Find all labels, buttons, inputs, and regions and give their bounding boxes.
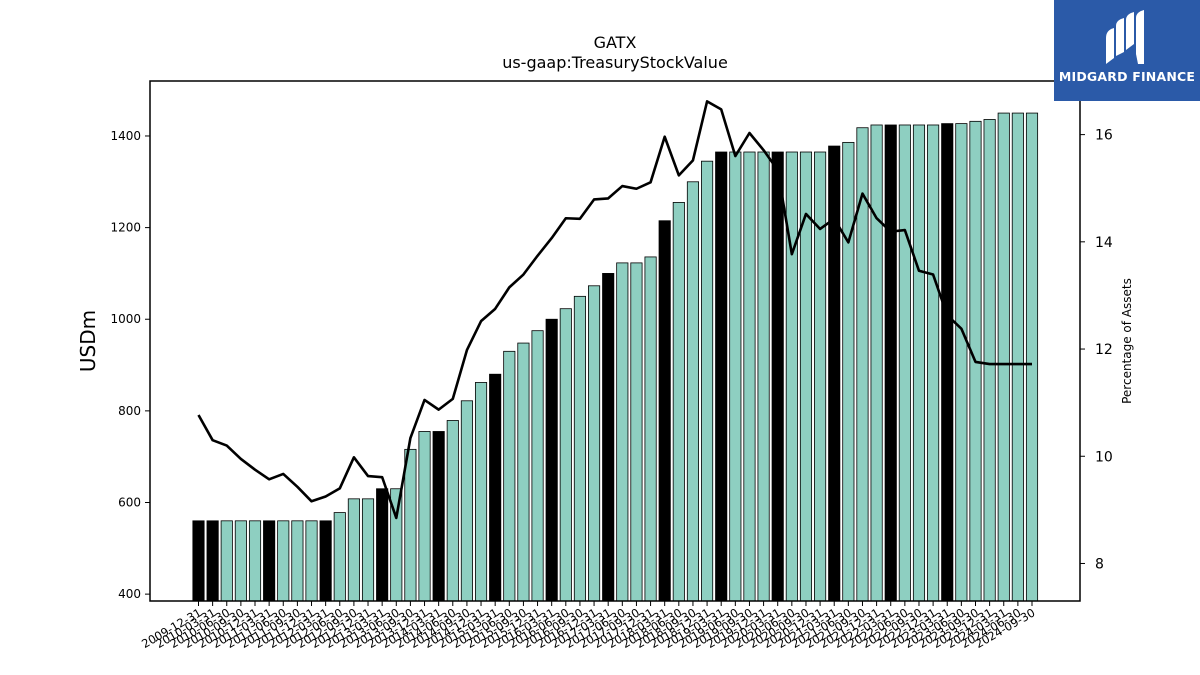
chart-subtitle: us-gaap:TreasuryStockValue (502, 53, 728, 72)
bar (418, 431, 431, 602)
y-axis-label-right: Percentage of Assets (1120, 278, 1134, 404)
bar (630, 262, 643, 602)
logo-mark-icon (1106, 10, 1144, 64)
y2-tick-label: 10 (1095, 449, 1113, 465)
bar (955, 123, 968, 602)
bar (686, 181, 699, 602)
bar (672, 202, 685, 602)
y-tick-label: 1400 (110, 129, 141, 143)
line-path (197, 100, 1032, 520)
y-tick-label: 600 (118, 495, 141, 509)
bar (644, 256, 657, 602)
bar (701, 160, 714, 602)
chart-title: GATX (594, 33, 637, 52)
bar (884, 124, 897, 602)
bar (489, 373, 502, 602)
y2-tick-label: 14 (1095, 235, 1113, 251)
bar (248, 520, 262, 602)
bar (588, 285, 601, 602)
bar (361, 498, 375, 602)
bar (658, 220, 671, 602)
bar (729, 151, 742, 602)
bar (828, 145, 841, 602)
bar (927, 124, 940, 602)
bar (220, 520, 233, 602)
brand-logo: MIDGARD FINANCE (1054, 0, 1200, 101)
bar (785, 151, 798, 602)
bar (983, 119, 996, 602)
bar (997, 112, 1010, 602)
y2-tick-label: 12 (1095, 342, 1113, 358)
y2-tick-label: 8 (1095, 556, 1104, 572)
bar (319, 520, 332, 602)
bar (531, 330, 544, 602)
y-axis-left: 400 600 800 1000 1200 1400 (110, 129, 150, 601)
bar (404, 448, 417, 602)
bar (446, 420, 459, 602)
bar (460, 400, 473, 602)
bar (912, 124, 926, 602)
plot-frame (149, 80, 1081, 602)
bar (715, 151, 728, 602)
x-axis: 2009-12-312010-03-312010-06-302010-09-30… (139, 601, 1038, 651)
bar (743, 151, 756, 602)
bar (1025, 112, 1039, 602)
bar (842, 141, 855, 602)
line-series (197, 100, 1033, 520)
y-axis-label-left: USDm (76, 310, 100, 372)
bar (305, 520, 318, 602)
bar (814, 151, 827, 602)
bar (234, 520, 247, 602)
bar (1011, 112, 1024, 602)
bar (333, 512, 346, 602)
bar (545, 318, 558, 602)
bar (898, 124, 911, 602)
bar-series (192, 112, 1039, 602)
bar (263, 520, 276, 602)
bar (474, 382, 488, 602)
bar (376, 488, 389, 602)
bar (941, 123, 954, 602)
bar (771, 151, 784, 602)
y-tick-label: 1000 (110, 312, 141, 326)
bar (870, 124, 883, 602)
bar (291, 520, 304, 602)
y2-tick-label: 16 (1095, 128, 1113, 144)
bar (517, 342, 530, 602)
bar (347, 498, 360, 602)
bar (757, 151, 770, 602)
bar (573, 295, 586, 602)
bar (503, 350, 516, 602)
bar (277, 520, 290, 602)
logo-text: MIDGARD FINANCE (1058, 69, 1196, 84)
y-tick-label: 800 (118, 404, 141, 418)
bar (602, 273, 615, 602)
bar (206, 520, 219, 602)
y-tick-label: 400 (118, 587, 141, 601)
bar (192, 520, 205, 602)
y-axis-right: 8 10 12 14 16 (1080, 128, 1113, 572)
bar (559, 308, 572, 602)
bar (616, 262, 629, 602)
bar (432, 431, 445, 602)
y-tick-label: 1200 (110, 221, 141, 235)
